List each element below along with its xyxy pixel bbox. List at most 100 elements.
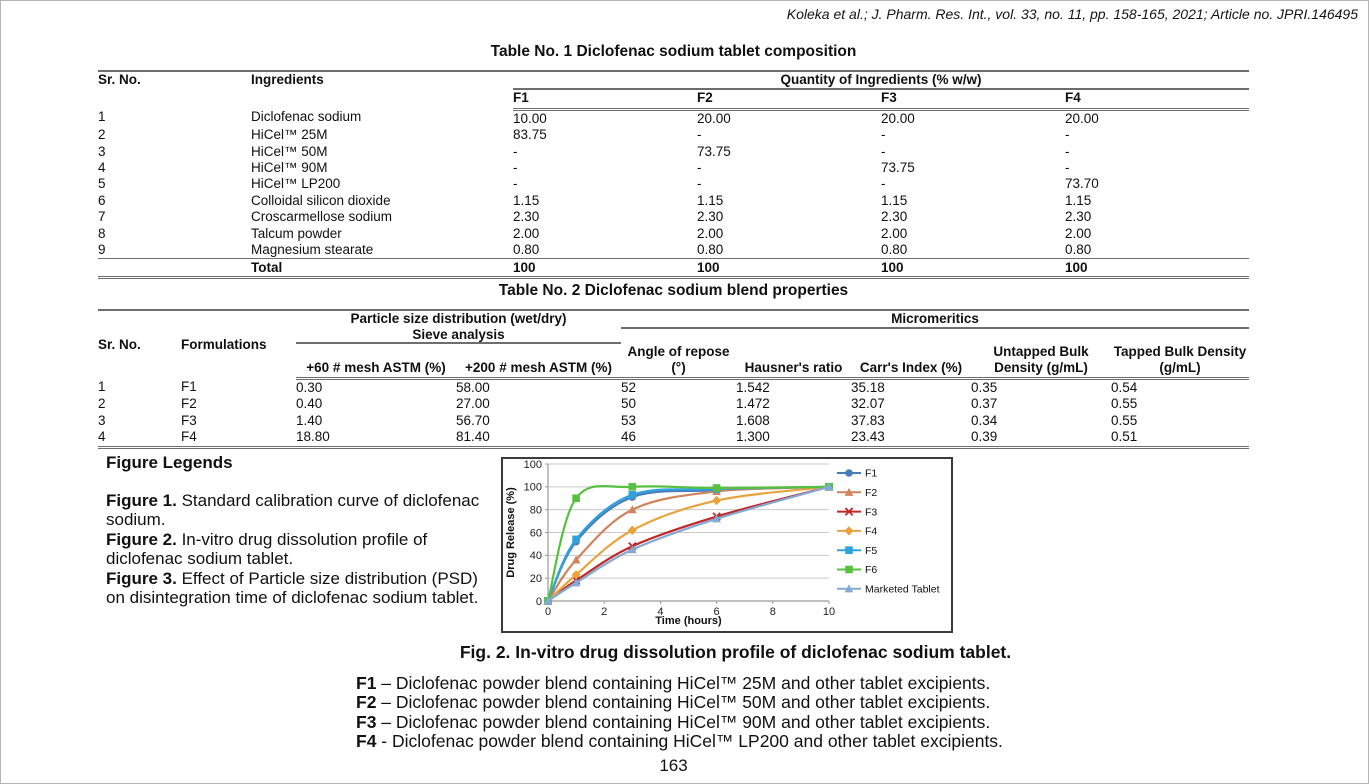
table-row: 5 HiCel™ LP200 - - - 73.70 [98, 176, 1249, 192]
table-cell: 73.75 [881, 160, 915, 176]
marker-triangle [844, 487, 854, 496]
table-cell: 27.00 [456, 396, 490, 412]
formulation-text: – Diclofenac powder blend containing HiC… [376, 673, 991, 693]
table-cell: 8 [98, 225, 106, 241]
chart-legend: F1 F2 F3 F4 F5 F6 Marketed Tablet [837, 468, 940, 596]
figure-legend-item: Figure 3. Effect of Particle size distri… [106, 569, 490, 608]
table-cell: 5 [98, 176, 106, 192]
marker-diamond [844, 526, 854, 536]
table-cell: 0.51 [1111, 429, 1250, 449]
table-cell: F4 [181, 429, 296, 449]
legend-label: F1 [865, 468, 877, 480]
table-cell: HiCel™ 90M [251, 160, 328, 176]
table-cell: 1.15 [513, 192, 540, 208]
marker-triangle [571, 578, 581, 587]
legend-entry-F4: F4 [837, 526, 877, 538]
table-cell: 4 [98, 429, 181, 449]
marker-triangle [712, 514, 721, 523]
table-cell: 73.70 [1065, 176, 1099, 192]
table2-section: Table No. 2 Diclofenac sodium blend prop… [98, 282, 1250, 449]
table-cell: 0.40 [296, 396, 323, 412]
formulation-label: F4 [356, 730, 377, 751]
table-row: 3 F3 1.40 56.70 53 1.608 37.83 0.34 0.55 [98, 413, 1249, 429]
figure2-caption: Fig. 2. In-vitro drug dissolution profil… [459, 642, 1012, 662]
marker-square [712, 484, 721, 492]
table-cell: 1.472 [736, 396, 770, 412]
table1-total-row: Total 100 100 100 100 [98, 258, 1250, 280]
table-cell: 10.00 [513, 110, 547, 126]
marker-triangle [627, 545, 637, 554]
table-cell: 1.15 [1065, 192, 1092, 208]
x-axis-title: Time (hours) [655, 615, 722, 627]
formulation-label: F1 [356, 673, 377, 693]
legend-entry-Marketed-Tablet: Marketed Tablet [837, 584, 940, 596]
table-cell: - [881, 143, 886, 159]
table2-header-micromeritics-group: Micromeritics [621, 310, 1250, 344]
table-cell: - [1065, 127, 1070, 143]
legend-entry-F1: F1 [837, 468, 877, 480]
table-cell: 2.30 [1065, 209, 1092, 225]
table2-header-mesh60: +60 # mesh ASTM (%) [296, 344, 456, 380]
table-cell: 50 [621, 396, 637, 412]
figure-legend-text: In-vitro drug dissolution profile of dic… [106, 529, 428, 569]
table1-header-f3: F3 [881, 90, 1065, 111]
table-cell: 20.00 [697, 110, 731, 126]
table-cell: Colloidal silicon dioxide [251, 192, 391, 208]
table-cell: - [697, 127, 702, 143]
table-cell: 56.70 [456, 412, 490, 428]
table-cell: Diclofenac sodium [251, 109, 362, 125]
table-cell: HiCel™ LP200 [251, 176, 341, 192]
legend-entry-F5: F5 [837, 545, 877, 557]
table-cell: 3 [98, 412, 106, 428]
table-row: 4 F4 18.80 81.40 46 1.300 23.43 0.39 0.51 [98, 429, 1250, 449]
figure-legend-label: Figure 1. [106, 490, 177, 510]
y-tick-label: 60 [530, 527, 542, 539]
page-number: 163 [659, 756, 688, 775]
table-cell: 6 [98, 192, 106, 208]
table2-header-psd-group: Particle size distribution (wet/dry) Sie… [296, 310, 622, 344]
table2-header-angle: Angle of repose (°) [621, 344, 737, 380]
table-cell: 83.75 [513, 127, 547, 143]
table-row: 2 HiCel™ 25M 83.75 - - - [98, 127, 1249, 143]
table-cell: 2.30 [513, 209, 540, 225]
figure-legend-item: Figure 2. In-vitro drug dissolution prof… [106, 530, 490, 569]
legend-label: F3 [865, 506, 877, 518]
dissolution-line-chart: 0 20 40 60 80 100 100 0 2 4 6 8 10 Time (hours) Drug R… [505, 459, 940, 627]
table2-header-sr-no: Sr. No. [98, 336, 141, 352]
figure-legend-label: Figure 3. [106, 568, 177, 588]
figure-legend-text: Standard calibration curve of diclofenac… [106, 490, 480, 530]
table-row: 1 F1 0.30 58.00 52 1.542 35.18 0.35 0.54 [98, 379, 1249, 397]
table-cell: 1 [98, 109, 106, 125]
table1-total-f2: 100 [697, 258, 881, 280]
table-cell: - [1065, 160, 1070, 176]
table2-header-untapped: Untapped Bulk Density (g/mL) [971, 344, 1112, 380]
table1-header-ingredients: Ingredients [251, 72, 324, 87]
table-cell: - [881, 176, 886, 192]
x-tick-label: 0 [545, 606, 551, 618]
y-tick-label: 100 [524, 482, 542, 494]
table1-body: 1 Diclofenac sodium 10.00 20.00 20.00 20.00 2 H… [98, 109, 1249, 259]
dissolution-chart-figure: 0 20 40 60 80 100 100 0 2 4 6 8 10 Time (hours) Drug R… [501, 457, 953, 633]
table-cell: 81.40 [456, 429, 622, 449]
figure-legends: Figure Legends Figure 1. Standard calibr… [106, 453, 490, 608]
table-row: 3 HiCel™ 50M - 73.75 - - [98, 144, 1249, 160]
table-cell: 0.80 [881, 242, 908, 258]
legend-label: Marketed Tablet [865, 584, 940, 596]
table-cell: - [513, 143, 518, 159]
table1-total-f4: 100 [1065, 258, 1250, 280]
series-line-F2 [547, 485, 830, 602]
legend-entry-F6: F6 [837, 564, 877, 576]
table-cell: 7 [98, 209, 106, 225]
table1-title: Table No. 1 Diclofenac sodium tablet com… [490, 43, 857, 60]
table-cell: 0.35 [971, 380, 998, 395]
legend-entry-F3: F3 [837, 506, 877, 518]
figure-legend-text: Effect of Particle size distribution (PS… [106, 568, 479, 608]
marker-diamond [627, 525, 637, 535]
table-cell: 58.00 [456, 380, 490, 395]
table-cell: HiCel™ 50M [251, 143, 328, 159]
marker-triangle [844, 584, 854, 593]
table-row: 7 Croscarmellose sodium 2.30 2.30 2.30 2.30 [98, 209, 1249, 225]
y-tick-label: 80 [530, 504, 542, 516]
marker-triangle [824, 482, 834, 491]
